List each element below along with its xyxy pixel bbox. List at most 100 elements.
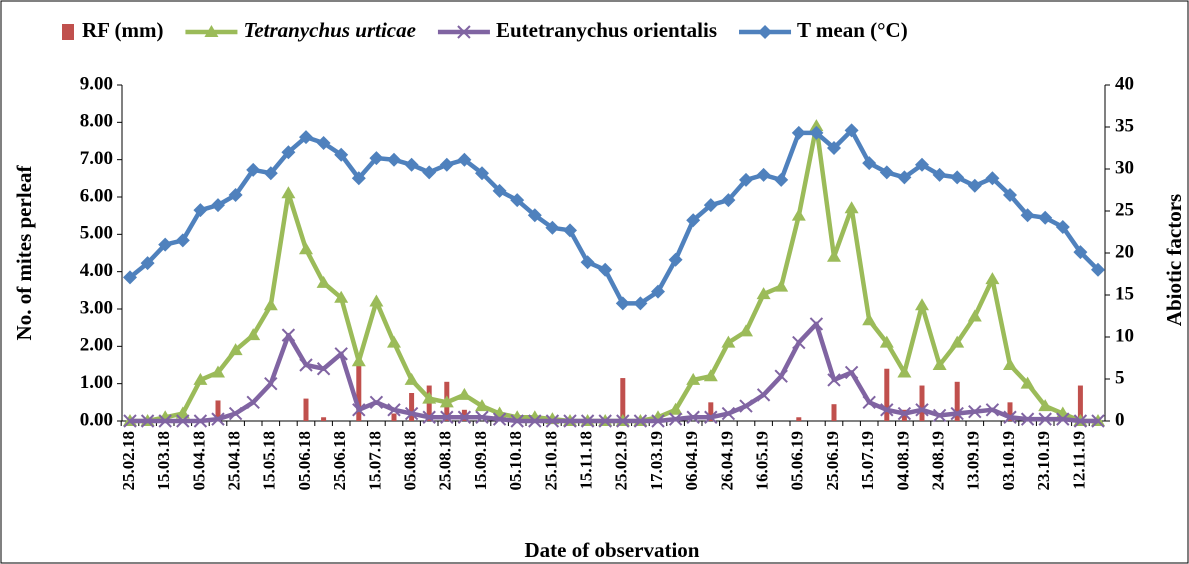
bar bbox=[954, 381, 960, 421]
marker bbox=[844, 201, 859, 214]
legend-marker bbox=[457, 25, 471, 39]
marker bbox=[140, 414, 155, 428]
marker bbox=[827, 141, 841, 155]
x-tick-label: 15.11.18 bbox=[577, 431, 596, 490]
marker bbox=[123, 414, 137, 428]
legend-label: T mean (°C) bbox=[797, 18, 908, 42]
y-tick-label: 0.00 bbox=[80, 409, 113, 430]
marker bbox=[334, 347, 348, 361]
marker bbox=[879, 335, 894, 348]
marker bbox=[774, 369, 788, 383]
line bbox=[130, 321, 1098, 424]
marker bbox=[809, 119, 824, 132]
marker bbox=[228, 406, 243, 421]
x-tick-label: 15.05.18 bbox=[260, 431, 279, 491]
marker bbox=[475, 166, 489, 181]
x-tick-label: 13.09.19 bbox=[964, 431, 983, 491]
marker bbox=[1056, 412, 1070, 426]
y2-tick-label: 30 bbox=[1115, 157, 1134, 178]
marker bbox=[1038, 412, 1052, 426]
marker bbox=[879, 165, 894, 180]
marker bbox=[950, 406, 964, 421]
marker bbox=[580, 255, 595, 270]
marker bbox=[932, 167, 947, 182]
marker bbox=[844, 365, 859, 380]
marker bbox=[422, 165, 437, 180]
marker bbox=[211, 198, 225, 213]
marker bbox=[387, 335, 401, 348]
marker bbox=[827, 373, 841, 387]
marker bbox=[897, 406, 912, 421]
legend-marker bbox=[758, 25, 773, 39]
y-tick-label: 3.00 bbox=[80, 297, 113, 318]
y-tick-label: 4.00 bbox=[80, 260, 113, 281]
y2-tick-label: 0 bbox=[1115, 409, 1125, 430]
marker bbox=[404, 157, 419, 172]
marker bbox=[352, 403, 366, 417]
marker bbox=[721, 193, 736, 208]
bar bbox=[884, 368, 890, 421]
marker bbox=[985, 403, 1000, 417]
marker bbox=[281, 328, 296, 342]
marker bbox=[176, 414, 190, 428]
marker bbox=[739, 399, 753, 413]
marker bbox=[686, 410, 700, 424]
marker bbox=[756, 388, 771, 402]
x-tick-label: 25.10.18 bbox=[541, 431, 560, 491]
marker bbox=[369, 395, 384, 410]
marker bbox=[404, 406, 419, 421]
y-tick-label: 5.00 bbox=[80, 223, 113, 244]
bar bbox=[708, 402, 714, 421]
bar bbox=[1077, 385, 1083, 421]
marker bbox=[369, 294, 384, 307]
marker bbox=[563, 223, 577, 238]
marker bbox=[316, 362, 331, 376]
marker bbox=[492, 183, 507, 198]
bar bbox=[321, 417, 327, 421]
marker bbox=[633, 414, 648, 428]
marker bbox=[404, 372, 419, 385]
x-tick-label: 06.04.19 bbox=[682, 431, 701, 491]
marker bbox=[158, 237, 173, 252]
marker bbox=[668, 412, 683, 426]
y2-tick-label: 40 bbox=[1115, 73, 1134, 94]
marker bbox=[475, 410, 489, 424]
marker bbox=[791, 125, 806, 140]
marker bbox=[1073, 414, 1088, 428]
marker bbox=[950, 335, 965, 348]
x-tick-label: 25.02.18 bbox=[119, 431, 138, 491]
y-tick-label: 7.00 bbox=[80, 148, 113, 169]
marker bbox=[1003, 410, 1017, 424]
marker bbox=[1003, 188, 1017, 203]
x-tick-label: 23.10.19 bbox=[1034, 431, 1053, 491]
marker bbox=[351, 171, 366, 186]
marker bbox=[422, 410, 436, 424]
marker bbox=[616, 414, 630, 428]
marker bbox=[264, 376, 278, 391]
marker bbox=[633, 296, 648, 311]
marker bbox=[193, 372, 208, 385]
marker bbox=[1020, 208, 1035, 223]
marker bbox=[1055, 219, 1070, 234]
marker bbox=[457, 387, 472, 400]
marker bbox=[193, 203, 208, 218]
marker bbox=[1073, 245, 1088, 260]
x-tick-label: 25.06.19 bbox=[823, 431, 842, 491]
marker bbox=[299, 358, 313, 372]
marker bbox=[369, 151, 384, 166]
marker bbox=[862, 313, 877, 326]
marker bbox=[968, 404, 982, 419]
marker bbox=[668, 402, 683, 415]
marker bbox=[439, 157, 454, 172]
marker bbox=[545, 220, 560, 235]
legend-label: Eutetranychus orientalis bbox=[496, 18, 717, 42]
marker bbox=[545, 414, 560, 428]
marker bbox=[950, 170, 965, 185]
marker bbox=[1038, 210, 1053, 225]
marker bbox=[721, 335, 736, 348]
marker bbox=[281, 186, 296, 199]
marker bbox=[175, 406, 190, 419]
marker bbox=[932, 358, 947, 370]
marker bbox=[228, 188, 243, 203]
